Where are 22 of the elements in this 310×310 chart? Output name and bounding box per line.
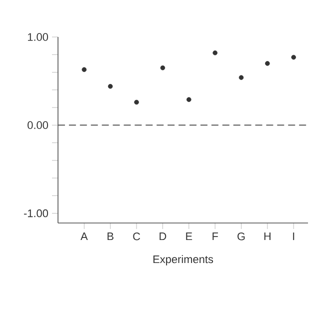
x-tick-label: F xyxy=(212,232,218,240)
point xyxy=(291,54,296,60)
point xyxy=(186,97,192,102)
point xyxy=(265,61,270,66)
x-tick-label: C xyxy=(133,232,140,240)
x-tick-label: A xyxy=(80,232,88,240)
point xyxy=(212,50,218,56)
x-tick-label: D xyxy=(160,232,166,240)
point xyxy=(238,75,244,80)
x-tick-label: I xyxy=(293,232,294,240)
y-tick-label: 1.00 xyxy=(28,33,48,41)
x-tick-label: E xyxy=(186,232,192,240)
x-tick-label: G xyxy=(238,232,245,240)
x-tick-label: B xyxy=(108,232,114,240)
point xyxy=(160,65,166,70)
point xyxy=(108,84,113,89)
y-tick-label: 0.00 xyxy=(28,121,48,130)
point xyxy=(82,67,87,72)
y-tick-label: -1.00 xyxy=(24,209,48,218)
point xyxy=(134,100,139,105)
x-tick-label: H xyxy=(264,232,270,240)
x-axis-title: Experiments xyxy=(153,255,214,266)
